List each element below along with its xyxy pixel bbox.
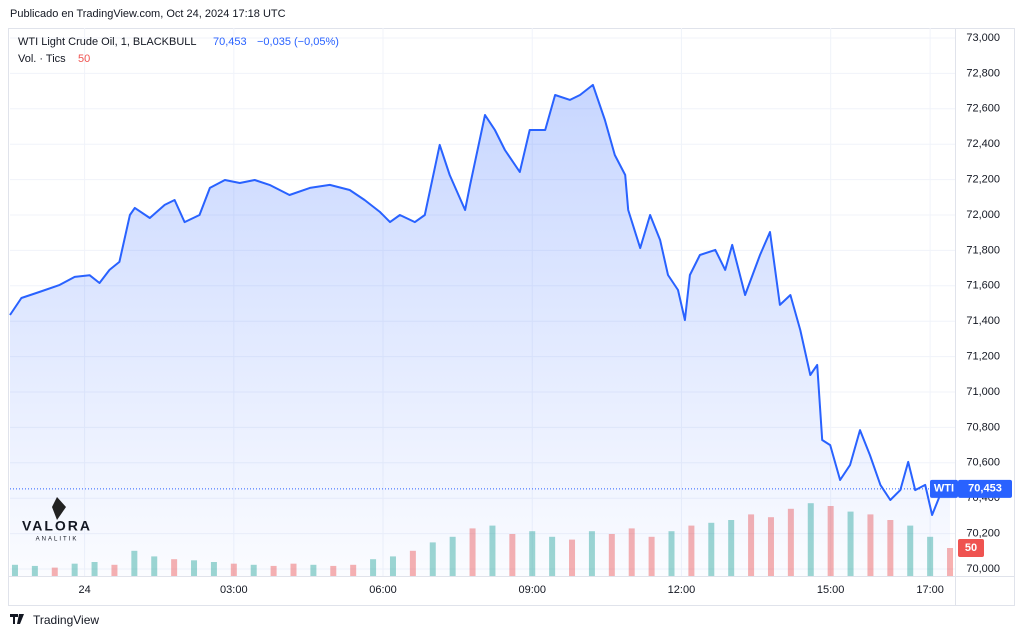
watermark-logo xyxy=(52,497,66,520)
price-line xyxy=(9,83,951,516)
y-tick-label: 71,400 xyxy=(966,315,1000,327)
x-tick-label: 15:00 xyxy=(817,584,845,596)
volume-bar xyxy=(947,548,954,576)
y-tick-label: 70,200 xyxy=(966,528,1000,540)
last-price-badge xyxy=(958,479,1012,498)
frame xyxy=(8,28,1015,606)
x-tick-label: 12:00 xyxy=(668,584,696,596)
volume-title: Vol. · Tics xyxy=(18,53,66,65)
y-tick-label: 72,800 xyxy=(966,67,1000,79)
y-tick-label: 71,800 xyxy=(966,244,1000,256)
y-tick-label: 70,000 xyxy=(966,563,1000,575)
last-price-label: 70,453 xyxy=(968,483,1002,495)
legend-title: WTI Light Crude Oil, 1, BLACKBULL xyxy=(18,36,197,48)
watermark: VALORA ANALITIK xyxy=(22,497,92,543)
area-fill xyxy=(10,84,950,577)
y-tick-label: 70,600 xyxy=(966,457,1000,469)
watermark-sub: ANALITIK xyxy=(36,537,79,543)
y-tick-label: 71,600 xyxy=(966,280,1000,292)
x-tick-label: 03:00 xyxy=(220,584,248,596)
y-tick-label: 71,000 xyxy=(966,386,1000,398)
footer-logo xyxy=(10,614,24,624)
volume-last: 50 xyxy=(78,53,90,65)
published: Publicado en TradingView.com, Oct 24, 20… xyxy=(10,8,286,20)
volume-badge-label: 50 xyxy=(965,542,977,554)
watermark-name: VALORA xyxy=(22,518,92,534)
series-name: WTI xyxy=(934,483,954,495)
y-tick-label: 72,000 xyxy=(966,209,1000,221)
x-tick-label: 24 xyxy=(78,584,90,596)
y-tick-label: 70,800 xyxy=(966,421,1000,433)
legend-change: −0,035 (−0,05%) xyxy=(257,36,339,48)
y-tick-label: 72,600 xyxy=(966,103,1000,115)
x-tick-label: 06:00 xyxy=(369,584,397,596)
y-tick-label: 72,200 xyxy=(966,174,1000,186)
legend-last: 70,453 xyxy=(213,36,247,48)
series-badge xyxy=(930,479,958,498)
y-tick-label: 71,200 xyxy=(966,351,1000,363)
x-tick-label: 17:00 xyxy=(916,584,944,596)
y-tick-label: 72,400 xyxy=(966,138,1000,150)
footer: TradingView xyxy=(33,613,99,627)
y-tick-label: 73,000 xyxy=(966,32,1000,44)
volume-badge xyxy=(958,539,984,557)
plot xyxy=(9,83,955,577)
x-tick-label: 09:00 xyxy=(518,584,546,596)
